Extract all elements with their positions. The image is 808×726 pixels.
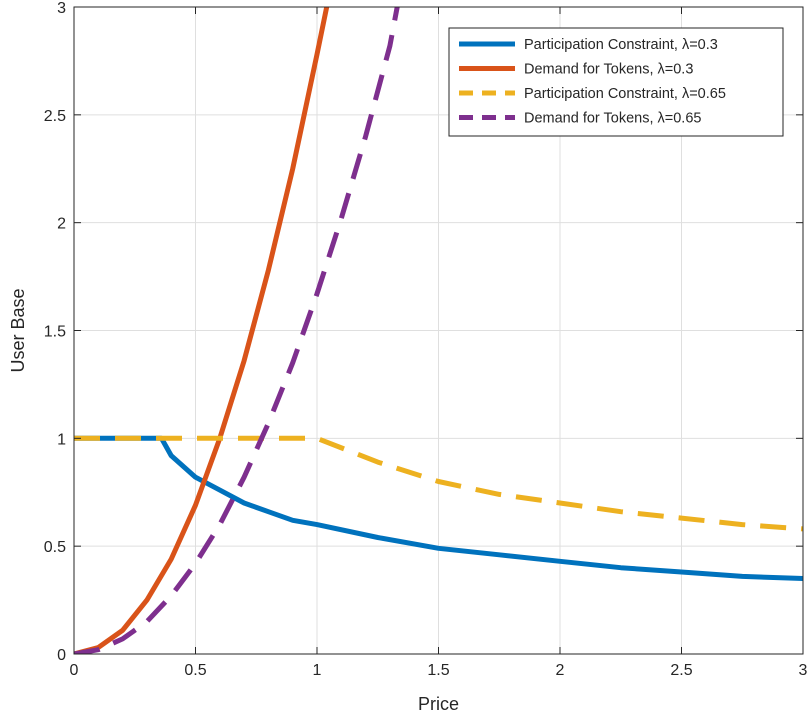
x-tick-label: 0 xyxy=(70,662,79,679)
legend-label: Demand for Tokens, λ=0.65 xyxy=(524,111,701,127)
legend: Participation Constraint, λ=0.3 Demand fo… xyxy=(448,27,784,137)
x-tick-label: 1.5 xyxy=(427,662,449,679)
x-tick-label: 1 xyxy=(313,662,322,679)
x-tick-label: 3 xyxy=(799,662,808,679)
y-tick-label: 2 xyxy=(57,216,66,233)
x-axis-label: Price xyxy=(418,694,459,714)
legend-label: Participation Constraint, λ=0.3 xyxy=(524,37,718,53)
y-axis-label: User Base xyxy=(8,288,28,372)
y-tick-label: 0.5 xyxy=(44,539,66,556)
y-tick-label: 3 xyxy=(57,0,66,17)
series-line-2 xyxy=(74,7,330,654)
y-tick-label: 1 xyxy=(57,431,66,448)
x-tick-label: 0.5 xyxy=(184,662,206,679)
y-tick-label: 2.5 xyxy=(44,108,66,125)
series-line-3 xyxy=(74,435,803,532)
legend-label: Demand for Tokens, λ=0.3 xyxy=(524,62,693,78)
ticks: 0 0.5 1 1.5 2 2.5 3 0 0.5 1 1.5 2 2.5 3 xyxy=(44,0,808,679)
x-tick-label: 2 xyxy=(556,662,565,679)
x-tick-label: 2.5 xyxy=(670,662,692,679)
series-line-1 xyxy=(74,435,803,581)
y-tick-label: 0 xyxy=(57,647,66,664)
y-tick-label: 1.5 xyxy=(44,324,66,341)
series-layer xyxy=(74,7,803,654)
series-line-4 xyxy=(74,7,400,654)
legend-label: Participation Constraint, λ=0.65 xyxy=(524,86,726,102)
